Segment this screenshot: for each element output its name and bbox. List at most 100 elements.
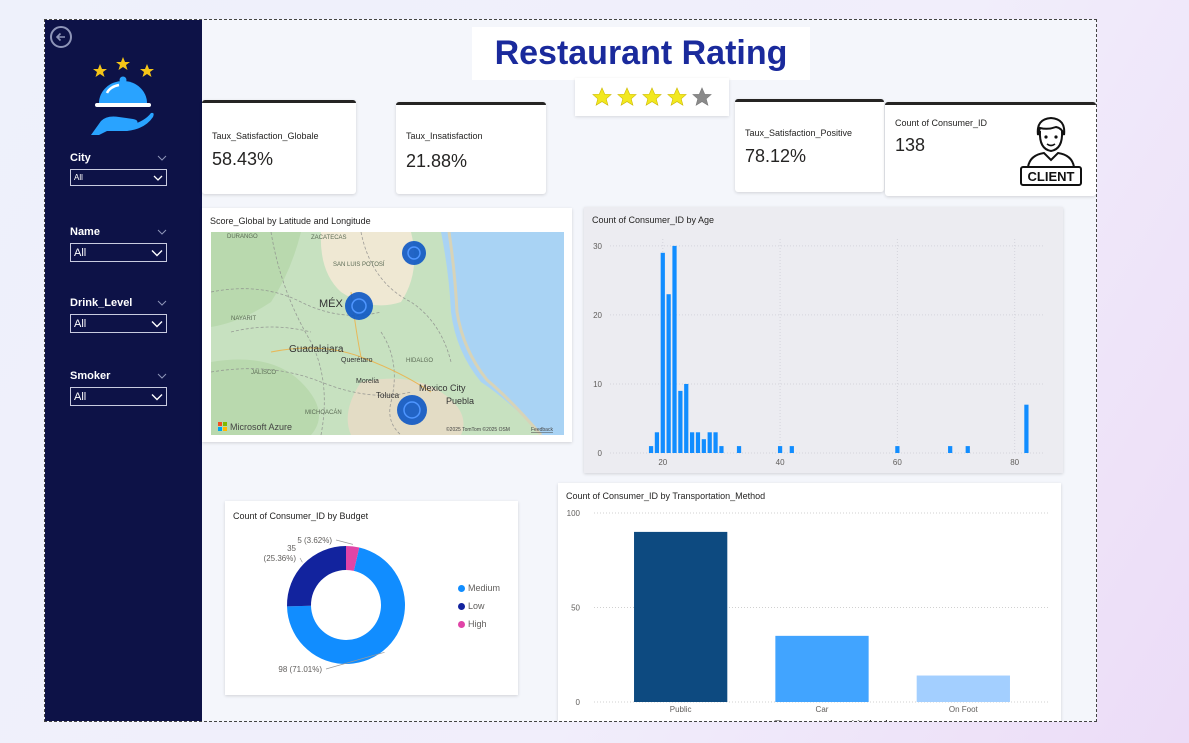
kpi-card-consumer-count[interactable]: Count of Consumer_ID 138 CLIENT <box>885 102 1096 196</box>
map-bubble-ring <box>351 298 367 314</box>
map-feedback-link[interactable]: Feedback <box>531 427 553 433</box>
map-card: Score_Global by Latitude and Longitude <box>202 208 572 442</box>
kpi-card-satisfaction-positive[interactable]: Taux_Satisfaction_Positive 78.12% <box>735 99 884 192</box>
chevron-down-icon <box>151 249 163 256</box>
age-bar[interactable] <box>1024 404 1029 453</box>
legend-item[interactable]: High <box>458 619 500 629</box>
map-bubble[interactable] <box>345 292 373 320</box>
slicer-drink-level-title: Drink_Level <box>70 297 133 309</box>
donut-slice-low[interactable] <box>287 546 346 607</box>
y-tick-label: 30 <box>593 242 602 251</box>
transport-chart-title: Count of Consumer_ID by Transportation_M… <box>566 491 766 501</box>
star-filled-icon <box>642 87 662 106</box>
age-bar[interactable] <box>895 446 900 453</box>
arrow-left-icon <box>55 32 65 42</box>
drink-level-dropdown[interactable]: All <box>70 314 167 333</box>
age-bar[interactable] <box>648 446 654 453</box>
map-label: MICHOACÁN <box>305 409 342 416</box>
age-bar[interactable] <box>695 432 701 453</box>
age-bar[interactable] <box>660 252 665 453</box>
age-bar[interactable] <box>701 439 706 453</box>
transport-chart-card: Count of Consumer_ID by Transportation_M… <box>558 483 1061 722</box>
donut-data-label: 98 (71.01%) <box>278 665 322 674</box>
map-bubble[interactable] <box>397 395 427 425</box>
age-bar[interactable] <box>666 294 671 453</box>
chevron-down-icon[interactable] <box>157 298 167 308</box>
kpi-label: Taux_Satisfaction_Positive <box>745 128 853 138</box>
age-bar[interactable] <box>707 432 712 453</box>
legend-label: Low <box>468 601 485 611</box>
x-axis-title: Age <box>817 472 837 473</box>
budget-legend: Medium Low High <box>458 583 500 637</box>
svg-text:CLIENT: CLIENT <box>1028 169 1075 184</box>
kpi-value: 78.12% <box>745 146 807 166</box>
transport-bar-car[interactable] <box>775 635 869 702</box>
map-bubble-ring <box>403 401 421 419</box>
smoker-dropdown[interactable]: All <box>70 387 167 406</box>
map-label: DURANGO <box>227 234 258 240</box>
smoker-dropdown-value: All <box>74 390 87 403</box>
chevron-down-icon[interactable] <box>157 227 167 237</box>
age-bar[interactable] <box>789 446 794 453</box>
budget-chart[interactable]: 5 (3.62%)35(25.36%) 98 (71.01%) <box>225 501 518 695</box>
x-tick-label: Car <box>816 705 829 714</box>
age-chart[interactable]: 0 10 20 30 20 40 60 80 Age <box>584 207 1063 473</box>
transport-bar-public[interactable] <box>634 531 728 702</box>
star-filled-icon <box>667 87 687 106</box>
slicer-name-title: Name <box>70 226 100 238</box>
x-tick-label: 80 <box>1010 458 1019 467</box>
name-dropdown[interactable]: All <box>70 243 167 262</box>
kpi-card-satisfaction-globale[interactable]: Taux_Satisfaction_Globale 58.43% <box>202 100 356 194</box>
age-bar[interactable] <box>713 432 718 453</box>
age-bar[interactable] <box>672 245 677 453</box>
map-label: Querétaro <box>341 357 373 364</box>
map-bubble[interactable] <box>402 241 426 265</box>
age-bar[interactable] <box>678 390 683 453</box>
slicer-city-title: City <box>70 152 91 164</box>
chevron-down-icon[interactable] <box>157 153 167 163</box>
data-label-leader <box>325 651 385 670</box>
map-label: Guadalajara <box>289 344 344 355</box>
age-bar[interactable] <box>965 446 970 453</box>
kpi-value: 58.43% <box>212 149 274 169</box>
age-bar[interactable] <box>719 446 724 453</box>
donut-slice-medium[interactable] <box>287 547 405 664</box>
city-dropdown[interactable]: All <box>70 169 167 186</box>
transport-chart[interactable]: 0 50 100 Public Car On Foot Transportation_Met… <box>558 483 1061 722</box>
donut-slice-high[interactable] <box>346 546 360 571</box>
star-filled-icon <box>592 87 612 106</box>
kpi-label: Taux_Satisfaction_Globale <box>212 131 319 141</box>
legend-marker-low <box>458 602 465 610</box>
chevron-down-icon <box>151 320 163 327</box>
chevron-down-icon[interactable] <box>157 371 167 381</box>
legend-item[interactable]: Medium <box>458 583 500 593</box>
slicer-city: City All <box>70 152 167 186</box>
star-empty-icon <box>692 87 712 106</box>
filter-sidebar: City All Name All Drink_Level <box>45 20 202 721</box>
microsoft-logo-icon <box>218 422 227 431</box>
age-bar[interactable] <box>777 446 783 453</box>
legend-item[interactable]: Low <box>458 601 500 611</box>
slicer-name: Name All <box>70 226 167 262</box>
legend-label: High <box>468 619 487 629</box>
map-bubble-ring <box>407 246 421 260</box>
transport-bar-on-foot[interactable] <box>916 675 1010 702</box>
donut-data-label: 5 (3.62%) <box>297 536 332 545</box>
legend-marker-high <box>458 620 465 628</box>
age-bar[interactable] <box>689 432 695 453</box>
age-bar[interactable] <box>736 446 742 453</box>
age-bar[interactable] <box>654 432 660 453</box>
map-label: JALISCO <box>251 370 276 376</box>
report-title: Restaurant Rating <box>494 34 788 72</box>
map-canvas[interactable]: DURANGO ZACATECAS SAN LUIS POTOSÍ NAYARI… <box>211 232 564 435</box>
y-tick-label: 50 <box>571 604 580 613</box>
x-axis-title: Transportation_Method <box>774 719 887 722</box>
kpi-card-insatisfaction[interactable]: Taux_Insatisfaction 21.88% <box>396 102 546 194</box>
map-label: Puebla <box>446 396 474 406</box>
x-tick-label: Public <box>670 705 692 714</box>
map-view[interactable]: DURANGO ZACATECAS SAN LUIS POTOSÍ NAYARI… <box>211 232 564 435</box>
age-bar[interactable] <box>948 446 953 453</box>
back-button[interactable] <box>50 26 72 48</box>
x-tick-label: 60 <box>893 458 902 467</box>
age-bar[interactable] <box>684 383 689 453</box>
